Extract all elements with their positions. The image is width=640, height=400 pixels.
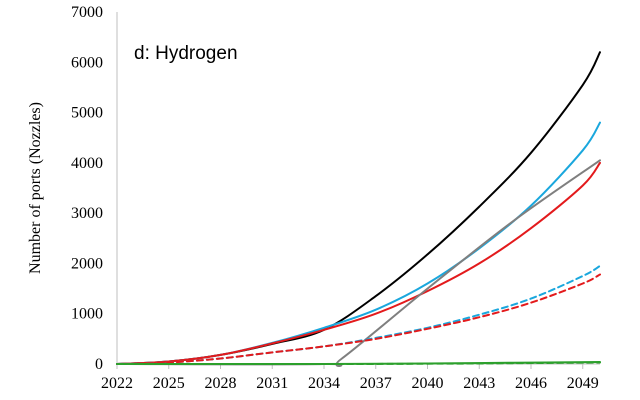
x-tick-label: 2022	[101, 375, 133, 392]
x-tick-label: 2031	[256, 375, 288, 392]
y-tick-label: 6000	[71, 54, 103, 71]
y-tick-label: 1000	[71, 306, 103, 323]
x-tick-label: 2046	[515, 375, 547, 392]
series-group	[116, 51, 601, 367]
y-tick-label: 4000	[71, 155, 103, 172]
series-line-4	[116, 159, 601, 367]
axes: 0 1000 2000 3000 4000 5000 6000 7000 2022 2025 202…	[71, 4, 600, 392]
x-tick-label: 2028	[205, 375, 237, 392]
chart-title: d: Hydrogen	[134, 43, 238, 64]
x-tick-label: 2025	[153, 375, 185, 392]
y-tick-label: 0	[95, 356, 103, 373]
series-line-3	[116, 161, 601, 365]
x-tick-label: 2040	[412, 375, 444, 392]
y-tick-label: 3000	[71, 205, 103, 222]
x-tick-label: 2034	[308, 375, 340, 392]
series-line-5	[116, 264, 601, 365]
series-line-8	[116, 361, 601, 366]
y-tick-label: 7000	[71, 4, 103, 21]
y-tick-label: 2000	[71, 255, 103, 272]
y-tick-label: 5000	[71, 105, 103, 122]
series-line-2	[116, 121, 601, 365]
series-line-6	[116, 273, 601, 365]
y-axis-label: Number of ports (Nozzles)	[27, 102, 44, 274]
x-tick-label: 2043	[463, 375, 495, 392]
x-tick-label: 2037	[360, 375, 392, 392]
x-tick-label: 2049	[567, 375, 599, 392]
